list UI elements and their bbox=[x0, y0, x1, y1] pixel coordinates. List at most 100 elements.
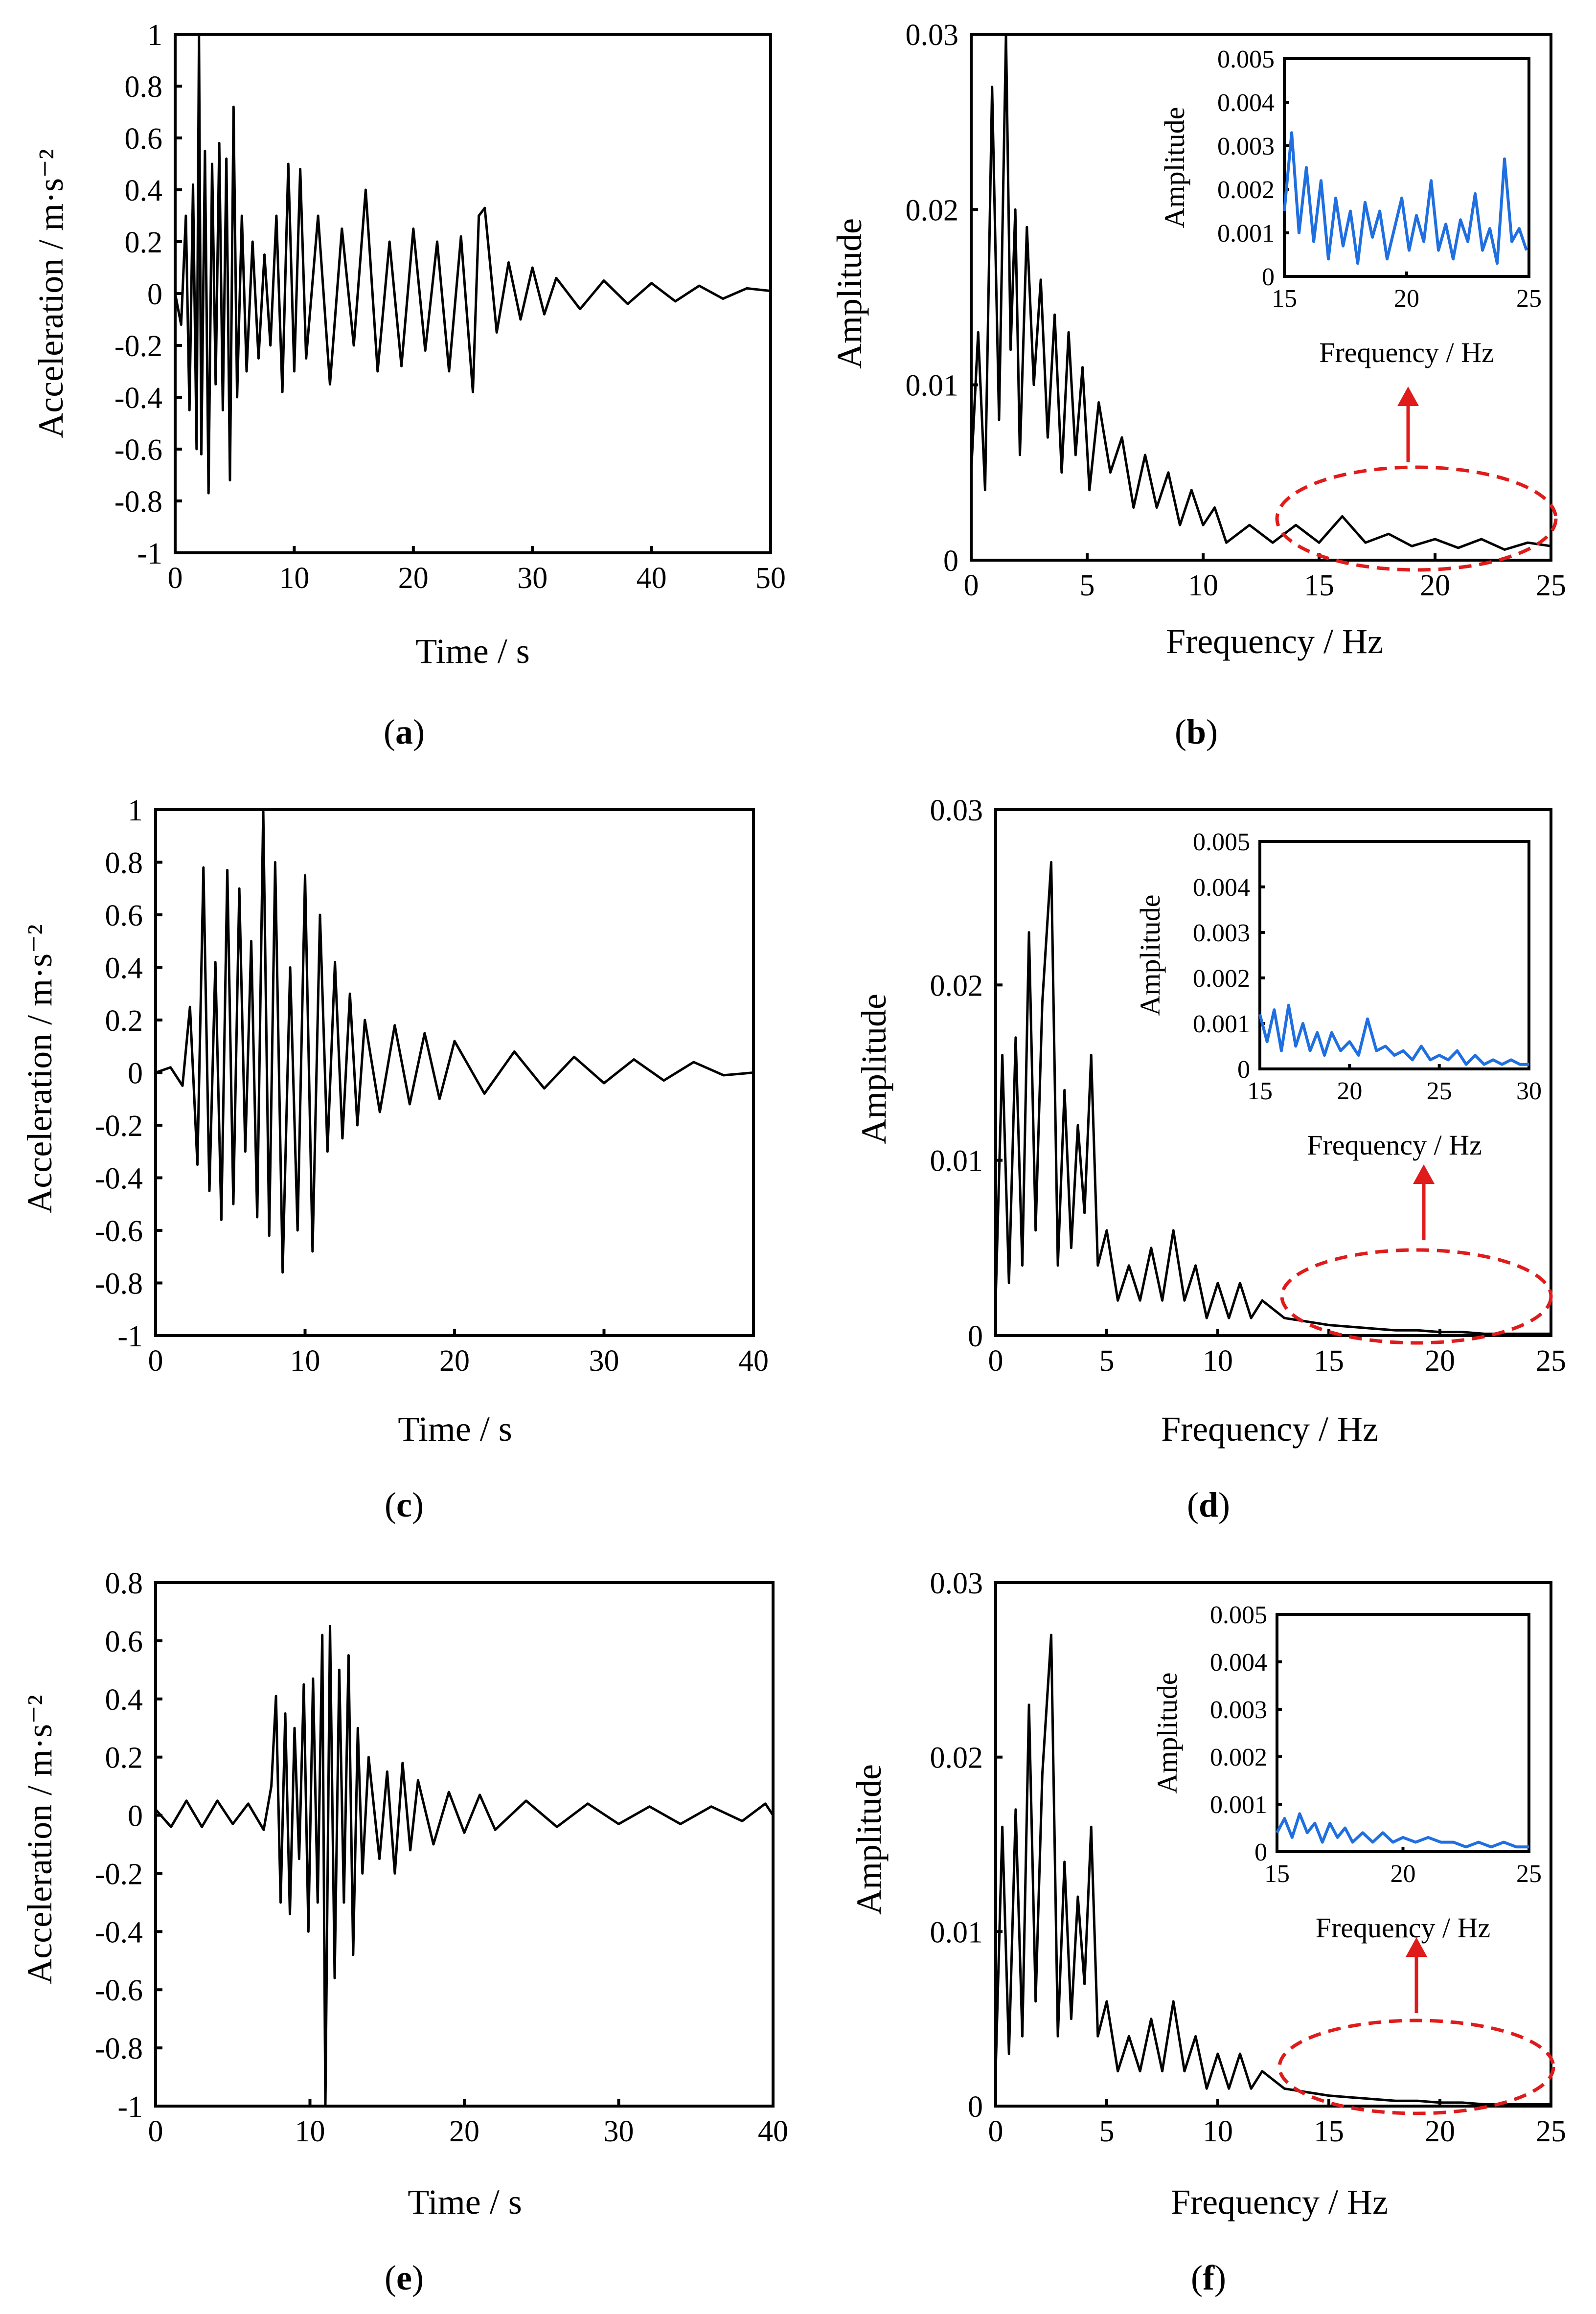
inset-axis-b-ytick-label: 0.002 bbox=[1217, 176, 1275, 204]
axis-d-xtick-label: 5 bbox=[1099, 1344, 1115, 1378]
inset-axis-d-ytick-label: 0.002 bbox=[1193, 965, 1250, 993]
axis-a-ytick-label: -1 bbox=[137, 537, 162, 570]
inset-d: 15 20 25 30 0 0.001 0.002 0.003 0.004 0.005 Freque… bbox=[1134, 828, 1542, 1161]
ylabel-c: Acceleration / m·s⁻² bbox=[20, 924, 59, 1213]
inset-axis-d-xtick-label: 20 bbox=[1337, 1077, 1362, 1105]
axis-f-ytick-label: 0.01 bbox=[930, 1916, 983, 1949]
axis-c-xtick-label: 20 bbox=[439, 1344, 470, 1378]
axis-f-ytick-label: 0.03 bbox=[930, 1567, 983, 1600]
inset-axis-f-xtick-label: 15 bbox=[1264, 1860, 1290, 1888]
inset-axis-f-xtick-label: 20 bbox=[1391, 1860, 1416, 1888]
inset-axis-d-ytick-label: 0.005 bbox=[1193, 828, 1250, 856]
axis-c-ytick-label: 0.2 bbox=[105, 1004, 143, 1038]
axis-e-xtick-label: 30 bbox=[604, 2115, 634, 2148]
caption-e-letter: e bbox=[396, 2258, 412, 2297]
series-line-f bbox=[994, 1633, 1551, 2106]
axis-c-ytick-label: -0.6 bbox=[95, 1215, 143, 1248]
axis-e-ytick-label: -0.4 bbox=[95, 1916, 143, 1949]
inset-axis-b-ytick-label: 0.004 bbox=[1217, 89, 1275, 117]
axis-c-ytick-label: 0.8 bbox=[105, 847, 143, 880]
axis-c-xtick-label: 0 bbox=[148, 1344, 163, 1378]
axis-d-ytick-label: 0 bbox=[968, 1320, 983, 1353]
panel-a: 0 10 20 30 40 50 -1 -0.8 -0.6 -0.4 -0.2 0 0.2 0.4 0.6 0… bbox=[31, 19, 786, 751]
axis-e-ytick-label: -0.8 bbox=[95, 2032, 143, 2065]
inset-axis-b-ytick-label: 0.003 bbox=[1217, 133, 1275, 160]
caption-d-close: ) bbox=[1218, 1485, 1230, 1524]
caption-f: (f) bbox=[1191, 2258, 1226, 2297]
axis-a-ytick-label: 0 bbox=[147, 278, 162, 311]
highlight-ellipse-f bbox=[1277, 2019, 1555, 2115]
axis-b-ytick-label: 0.01 bbox=[906, 369, 959, 403]
axis-b-xtick-label: 15 bbox=[1304, 569, 1334, 602]
caption-f-close: ) bbox=[1214, 2258, 1226, 2297]
inset-xlabel-d: Frequency / Hz bbox=[1307, 1129, 1482, 1161]
chart-c: 0 10 20 30 40 -1 -0.8 -0.6 -0.4 -0.2 0 0.2 0.4 0.6 0.8… bbox=[95, 794, 769, 1378]
caption-b-close: ) bbox=[1206, 712, 1218, 751]
xlabel-a: Time / s bbox=[415, 632, 529, 671]
inset-axis-b-ytick-label: 0.005 bbox=[1217, 45, 1275, 73]
axis-f-xtick-label: 25 bbox=[1536, 2115, 1566, 2148]
axis-f-xtick-label: 15 bbox=[1314, 2115, 1344, 2148]
inset-axis-d-plot-frame bbox=[1258, 840, 1530, 1070]
axis-d-ytick-label: 0.01 bbox=[930, 1145, 983, 1178]
xlabel-d: Frequency / Hz bbox=[1161, 1409, 1378, 1449]
xlabel-f: Frequency / Hz bbox=[1171, 2182, 1388, 2222]
axis-e-ytick-label: -1 bbox=[117, 2090, 143, 2124]
inset-axis-f-ytick-label: 0.002 bbox=[1210, 1744, 1267, 1771]
inset-axis-f-ytick-label: 0.003 bbox=[1210, 1696, 1267, 1724]
caption-a-close: ) bbox=[413, 712, 425, 751]
axis-a-ytick-label: 0.4 bbox=[125, 174, 163, 207]
axis-e-ytick-label: -0.6 bbox=[95, 1974, 143, 2007]
ylabel-b: Amplitude bbox=[830, 218, 869, 369]
axis-c-ytick-label: -0.8 bbox=[95, 1268, 143, 1301]
chart-b: 0 5 10 15 20 25 0 0.01 0.02 0.03 15 20 25 0 0.001 0.002… bbox=[906, 19, 1567, 602]
chart-f: 0 5 10 15 20 25 0 0.01 0.02 0.03 15 20 25 0 0.001 0.002… bbox=[930, 1567, 1567, 2148]
caption-a-open: ( bbox=[384, 712, 395, 751]
inset-background-f bbox=[1277, 1614, 1529, 1852]
axis-e-plot-frame bbox=[154, 1581, 775, 2108]
axis-e-ytick-label: 0.4 bbox=[105, 1683, 143, 1717]
axis-d-xtick-label: 10 bbox=[1203, 1344, 1233, 1378]
caption-d: (d) bbox=[1187, 1485, 1230, 1524]
ylabel-f: Amplitude bbox=[849, 1764, 889, 1915]
chart-a: 0 10 20 30 40 50 -1 -0.8 -0.6 -0.4 -0.2 0 0.2 0.4 0.6 0… bbox=[114, 19, 786, 595]
axis-a-ytick-label: -0.2 bbox=[114, 330, 162, 363]
caption-c-open: ( bbox=[385, 1485, 396, 1524]
axis-d-xtick-label: 15 bbox=[1314, 1344, 1344, 1378]
inset-axis-d-ytick-label: 0.001 bbox=[1193, 1010, 1250, 1038]
inset-axis-f-ytick-label: 0.001 bbox=[1210, 1791, 1267, 1819]
axis-b-ytick-label: 0 bbox=[943, 544, 958, 578]
inset-axis-b-ytick-label: 0.001 bbox=[1217, 220, 1275, 248]
axis-b-xtick-label: 10 bbox=[1188, 569, 1218, 602]
axis-e-xtick-label: 10 bbox=[295, 2115, 325, 2148]
axis-a-xtick-label: 10 bbox=[279, 562, 309, 595]
axis-d-ytick-label: 0.03 bbox=[930, 794, 983, 827]
inset-axis-d-ytick-label: 0.004 bbox=[1193, 874, 1250, 902]
caption-f-letter: f bbox=[1203, 2258, 1215, 2297]
caption-a: (a) bbox=[384, 712, 425, 751]
xlabel-b: Frequency / Hz bbox=[1166, 622, 1383, 661]
axis-e-xtick-label: 20 bbox=[449, 2115, 479, 2148]
axis-e-xtick-label: 0 bbox=[148, 2115, 163, 2148]
panel-f: 0 5 10 15 20 25 0 0.01 0.02 0.03 15 20 25 0 0.001 0.002… bbox=[849, 1567, 1566, 2297]
inset-ylabel-f: Amplitude bbox=[1151, 1672, 1183, 1793]
axis-d-xtick-label: 25 bbox=[1536, 1344, 1566, 1378]
inset-axis-f-xtick-label: 25 bbox=[1516, 1860, 1542, 1888]
highlight-ellipse-d bbox=[1280, 1248, 1553, 1345]
axis-f-plot-frame bbox=[994, 1581, 1552, 2108]
axis-b-ytick-label: 0.03 bbox=[906, 19, 959, 52]
axis-e-ytick-label: 0 bbox=[128, 1800, 143, 1833]
axis-a-xtick-label: 20 bbox=[398, 562, 429, 595]
xlabel-c: Time / s bbox=[398, 1409, 512, 1449]
axis-f-xtick-label: 0 bbox=[988, 2115, 1003, 2148]
inset-axis-f-ytick-label: 0.005 bbox=[1210, 1601, 1267, 1629]
axis-b-xtick-label: 5 bbox=[1080, 569, 1095, 602]
caption-d-letter: d bbox=[1199, 1485, 1218, 1524]
inset-axis-f-ytick-label: 0 bbox=[1254, 1838, 1267, 1866]
axis-a-ytick-label: 1 bbox=[147, 19, 162, 52]
panel-e: 0 10 20 30 40 -1 -0.8 -0.6 -0.4 -0.2 0 0.2 0.4 0.6 0.8… bbox=[20, 1567, 788, 2297]
axis-f-ytick-label: 0 bbox=[968, 2090, 983, 2124]
inset-ylabel-b: Amplitude bbox=[1159, 107, 1190, 228]
axis-e-ytick-label: -0.2 bbox=[95, 1858, 143, 1891]
series-line-b bbox=[970, 33, 1551, 551]
